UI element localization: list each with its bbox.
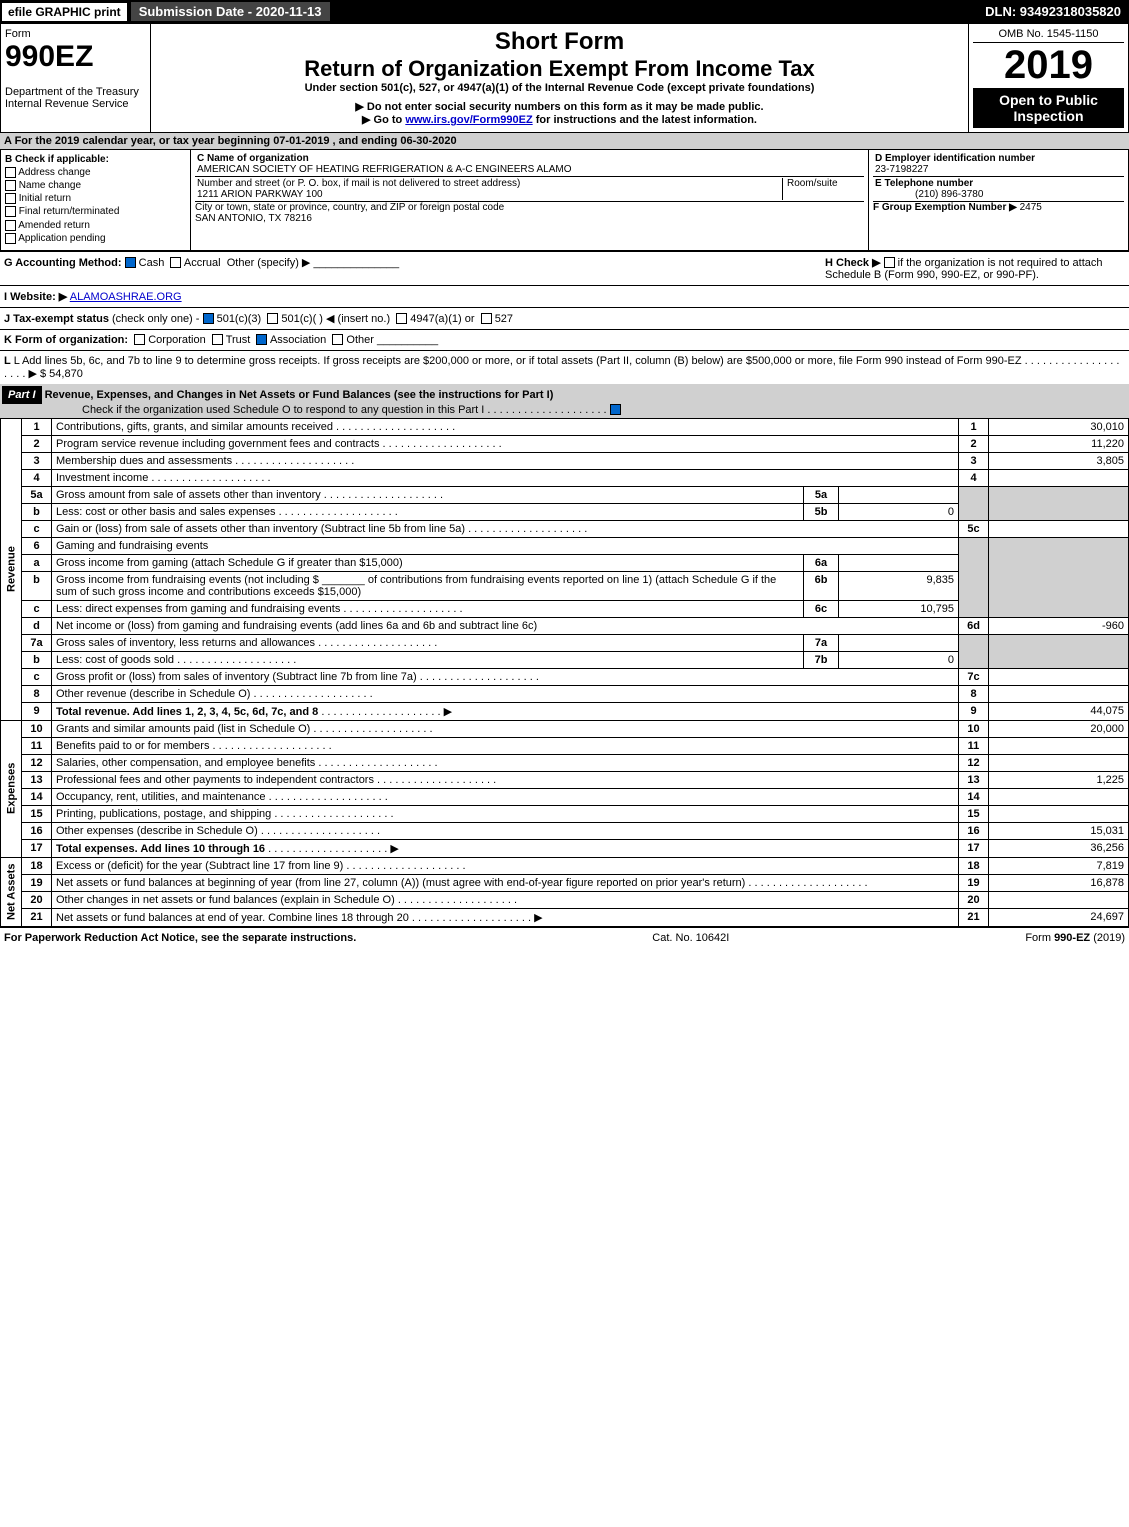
dept-treasury: Department of the Treasury — [5, 86, 146, 98]
check-address[interactable]: Address change — [5, 167, 186, 178]
section-def: D Employer identification number 23-7198… — [868, 150, 1128, 250]
check-final[interactable]: Final return/terminated — [5, 206, 186, 217]
phone-label: E Telephone number — [875, 178, 973, 189]
check-501c3[interactable] — [203, 313, 214, 324]
note-goto: ▶ Go to — [362, 114, 402, 126]
j-label: J Tax-exempt status — [4, 313, 109, 325]
ein-label: D Employer identification number — [875, 153, 1035, 164]
line18-amt: 7,819 — [989, 857, 1129, 874]
group-number: 2475 — [1020, 202, 1042, 213]
check-527[interactable] — [481, 313, 492, 324]
line10-amt: 20,000 — [989, 720, 1129, 737]
line17-amt: 36,256 — [989, 839, 1129, 857]
check-trust[interactable] — [212, 334, 223, 345]
line2-amt: 11,220 — [989, 435, 1129, 452]
org-name: AMERICAN SOCIETY OF HEATING REFRIGERATIO… — [197, 164, 572, 175]
title-sub: Under section 501(c), 527, or 4947(a)(1)… — [155, 82, 964, 94]
website-link[interactable]: ALAMOASHRAE.ORG — [70, 291, 182, 303]
line21-amt: 24,697 — [989, 908, 1129, 926]
top-bar: efile GRAPHIC print Submission Date - 20… — [0, 0, 1129, 23]
section-b-label: B Check if applicable: — [5, 154, 109, 165]
city-label: City or town, state or province, country… — [195, 202, 504, 213]
line19-amt: 16,878 — [989, 874, 1129, 891]
part1-table: Revenue 1Contributions, gifts, grants, a… — [0, 418, 1129, 927]
line1-amt: 30,010 — [989, 418, 1129, 435]
l-text: L Add lines 5b, 6c, and 7b to line 9 to … — [14, 355, 1022, 367]
phone: (210) 896-3780 — [875, 189, 983, 200]
check-assoc[interactable] — [256, 334, 267, 345]
check-accrual[interactable] — [170, 257, 181, 268]
part1-check-text: Check if the organization used Schedule … — [2, 404, 484, 416]
dln: DLN: 93492318035820 — [985, 4, 1127, 19]
expenses-section: Expenses — [1, 720, 22, 857]
c-name-label: C Name of organization — [197, 153, 309, 164]
line3-amt: 3,805 — [989, 452, 1129, 469]
open-public: Open to Public Inspection — [973, 88, 1124, 128]
group-label: F Group Exemption Number ▶ — [873, 202, 1017, 213]
section-a: A For the 2019 calendar year, or tax yea… — [0, 133, 1129, 149]
title-short: Short Form — [155, 28, 964, 56]
line5b-amt: 0 — [839, 503, 959, 520]
check-corp[interactable] — [134, 334, 145, 345]
line16-amt: 15,031 — [989, 822, 1129, 839]
revenue-section: Revenue — [1, 418, 22, 720]
h-label: H Check ▶ — [825, 257, 881, 269]
submission-date: Submission Date - 2020-11-13 — [131, 2, 330, 21]
line7b-amt: 0 — [839, 651, 959, 668]
check-h[interactable] — [884, 257, 895, 268]
efile-print-label[interactable]: efile GRAPHIC print — [2, 3, 127, 21]
check-name[interactable]: Name change — [5, 180, 186, 191]
check-501c[interactable] — [267, 313, 278, 324]
note-ssn: ▶ Do not enter social security numbers o… — [155, 100, 964, 113]
gross-receipts: 54,870 — [49, 368, 83, 380]
street: 1211 ARION PARKWAY 100 — [197, 189, 323, 200]
page-footer: For Paperwork Reduction Act Notice, see … — [0, 927, 1129, 948]
check-cash[interactable] — [125, 257, 136, 268]
title-main: Return of Organization Exempt From Incom… — [155, 56, 964, 82]
footer-catno: Cat. No. 10642I — [652, 932, 729, 944]
part1-label: Part I — [2, 386, 42, 404]
tax-year: 2019 — [973, 43, 1124, 88]
g-label: G Accounting Method: — [4, 257, 122, 269]
line13-amt: 1,225 — [989, 771, 1129, 788]
netassets-section: Net Assets — [1, 857, 22, 926]
line6c-amt: 10,795 — [839, 600, 959, 617]
check-other[interactable] — [332, 334, 343, 345]
note-goto-tail: for instructions and the latest informat… — [536, 114, 757, 126]
street-label: Number and street (or P. O. box, if mail… — [197, 178, 520, 189]
ein: 23-7198227 — [875, 164, 928, 175]
k-label: K Form of organization: — [4, 334, 128, 346]
form-number: 990EZ — [5, 40, 146, 74]
check-pending[interactable]: Application pending — [5, 233, 186, 244]
irs-label: Internal Revenue Service — [5, 98, 146, 110]
line9-amt: 44,075 — [989, 702, 1129, 720]
section-b: B Check if applicable: Address change Na… — [1, 150, 191, 250]
part1-title: Revenue, Expenses, and Changes in Net As… — [45, 389, 554, 401]
omb-number: OMB No. 1545-1150 — [973, 28, 1124, 43]
room-label: Room/suite — [787, 178, 838, 189]
footer-pra: For Paperwork Reduction Act Notice, see … — [4, 932, 356, 944]
check-initial[interactable]: Initial return — [5, 193, 186, 204]
irs-link[interactable]: www.irs.gov/Form990EZ — [405, 114, 532, 126]
city: SAN ANTONIO, TX 78216 — [195, 213, 312, 224]
check-4947[interactable] — [396, 313, 407, 324]
line6b-amt: 9,835 — [839, 571, 959, 600]
i-label: I Website: ▶ — [4, 291, 67, 303]
line6d-amt: -960 — [989, 617, 1129, 634]
section-c: C Name of organization AMERICAN SOCIETY … — [191, 150, 868, 250]
check-schedule-o[interactable] — [610, 404, 621, 415]
form-word: Form — [5, 28, 146, 40]
footer-formno: Form 990-EZ (2019) — [1025, 932, 1125, 944]
check-amended[interactable]: Amended return — [5, 220, 186, 231]
form-header: Form 990EZ Department of the Treasury In… — [0, 23, 1129, 133]
